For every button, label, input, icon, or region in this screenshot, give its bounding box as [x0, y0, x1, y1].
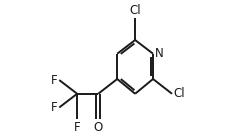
- Text: Cl: Cl: [173, 87, 184, 100]
- Text: F: F: [51, 74, 57, 87]
- Text: F: F: [51, 101, 57, 114]
- Text: F: F: [74, 121, 80, 134]
- Text: N: N: [154, 47, 163, 60]
- Text: Cl: Cl: [129, 4, 140, 17]
- Text: O: O: [93, 121, 102, 134]
